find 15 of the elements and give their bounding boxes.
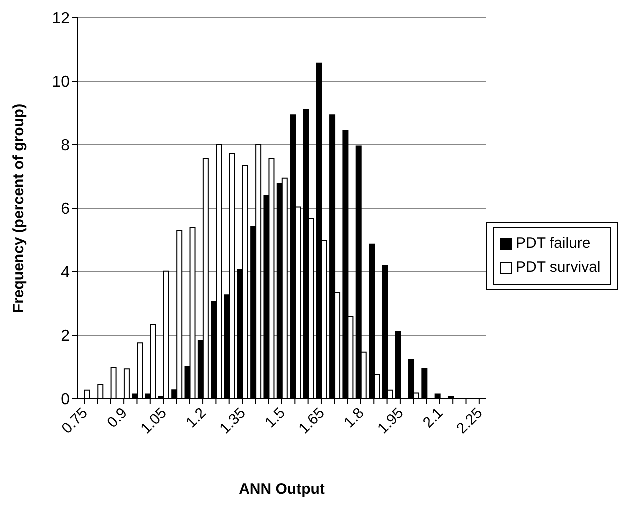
y-tick-label: 6: [61, 201, 70, 218]
y-tick-label: 4: [61, 264, 70, 282]
x-tick-label: 1.2: [183, 404, 210, 432]
y-tick-label: 10: [52, 74, 70, 92]
y-tick-label: 8: [61, 138, 70, 155]
x-axis-title: ANN Output: [239, 481, 325, 498]
x-tick-label: 0.9: [104, 404, 131, 432]
x-tick-label: 2.1: [420, 404, 447, 432]
y-tick-label: 12: [52, 10, 70, 28]
y-tick-label: 2: [61, 328, 70, 346]
x-tick-label: 1.5: [262, 404, 289, 432]
legend-label: PDT failure: [516, 234, 591, 254]
y-axis-title: Frequency (percent of group): [10, 104, 28, 314]
x-tick-label: 1.8: [341, 404, 368, 432]
legend-label: PDT survival: [516, 258, 601, 278]
